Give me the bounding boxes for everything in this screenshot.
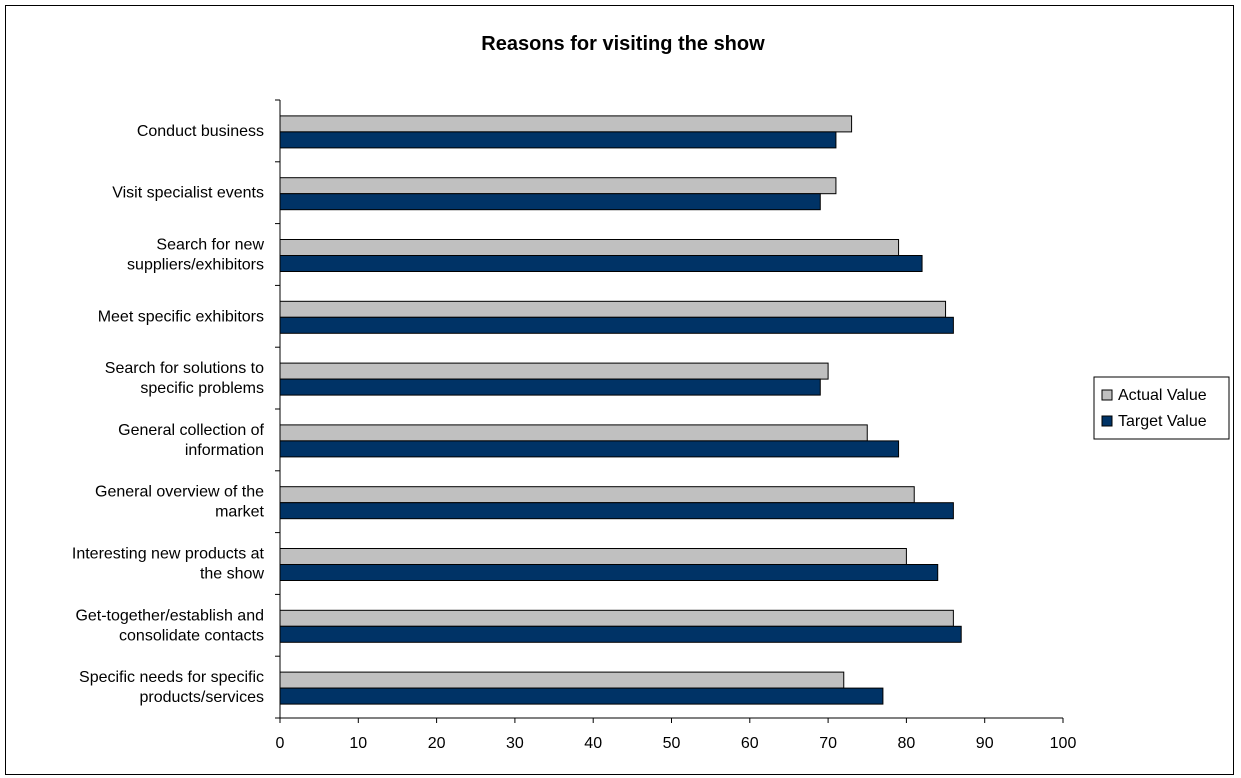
legend-label-actual: Actual Value <box>1118 387 1207 404</box>
bar-target-7 <box>279 502 954 520</box>
bar-actual-7 <box>279 486 915 504</box>
x-tick-label: 20 <box>428 735 446 752</box>
x-tick-label: 80 <box>898 735 916 752</box>
category-labels: Conduct business Visit specialist events S… <box>72 123 265 706</box>
bar-target-8 <box>279 564 939 581</box>
bars <box>279 115 962 705</box>
legend-swatch-actual <box>1101 389 1113 401</box>
x-tick-label: 90 <box>976 735 994 752</box>
bar-actual-10 <box>279 671 845 689</box>
bar-actual-6 <box>279 424 868 442</box>
x-tick-label: 40 <box>584 735 602 752</box>
bar-actual-9 <box>279 609 954 627</box>
bar-target-10 <box>279 687 884 705</box>
x-tick-label: 50 <box>663 735 681 752</box>
bar-target-2 <box>279 193 821 211</box>
bar-target-1 <box>279 131 837 149</box>
bar-actual-8 <box>279 548 907 565</box>
category-label: Visit specialist events <box>112 185 264 202</box>
bar-target-5 <box>279 378 821 396</box>
bar-actual-4 <box>279 300 947 318</box>
chart-frame: Reasons for visiting the show Conduct bu… <box>5 5 1234 775</box>
category-label: Meet specific exhibitors <box>98 308 264 325</box>
category-label: Conduct business <box>137 123 264 140</box>
category-label: products/services <box>140 689 265 706</box>
bar-actual-2 <box>279 177 837 195</box>
x-tick-label: 10 <box>349 735 367 752</box>
bar-actual-1 <box>279 115 853 133</box>
bar-target-4 <box>279 316 954 334</box>
legend-label-target: Target Value <box>1118 413 1207 430</box>
category-label: General overview of the <box>95 484 264 501</box>
chart-title: Reasons for visiting the show <box>481 33 765 55</box>
category-label: Get-together/establish and <box>75 607 264 624</box>
bar-target-3 <box>279 255 923 272</box>
category-label: Search for solutions to <box>105 360 264 377</box>
legend: Actual Value Target Value <box>1093 376 1230 440</box>
category-label: Interesting new products at <box>72 546 265 563</box>
bar-target-6 <box>279 440 900 458</box>
category-label: Specific needs for specific <box>79 669 264 686</box>
category-label: Search for new <box>156 237 264 254</box>
x-ticks: 0 10 20 30 40 50 60 70 80 90 100 <box>276 718 1077 752</box>
category-label: General collection of <box>118 422 264 439</box>
category-label: information <box>185 442 264 459</box>
category-label: specific problems <box>140 380 264 397</box>
legend-box <box>1093 376 1230 440</box>
x-tick-label: 100 <box>1050 735 1077 752</box>
bar-actual-5 <box>279 362 829 380</box>
legend-swatch-target <box>1101 415 1113 427</box>
category-label: suppliers/exhibitors <box>127 257 264 274</box>
x-tick-label: 70 <box>819 735 837 752</box>
category-label: the show <box>200 566 264 583</box>
category-label: market <box>215 504 264 521</box>
bar-target-9 <box>279 625 962 643</box>
x-tick-label: 60 <box>741 735 759 752</box>
x-tick-label: 0 <box>276 735 285 752</box>
category-label: consolidate contacts <box>119 627 264 644</box>
x-tick-label: 30 <box>506 735 524 752</box>
chart: Reasons for visiting the show Conduct bu… <box>72 33 1230 752</box>
bar-actual-3 <box>279 239 900 256</box>
